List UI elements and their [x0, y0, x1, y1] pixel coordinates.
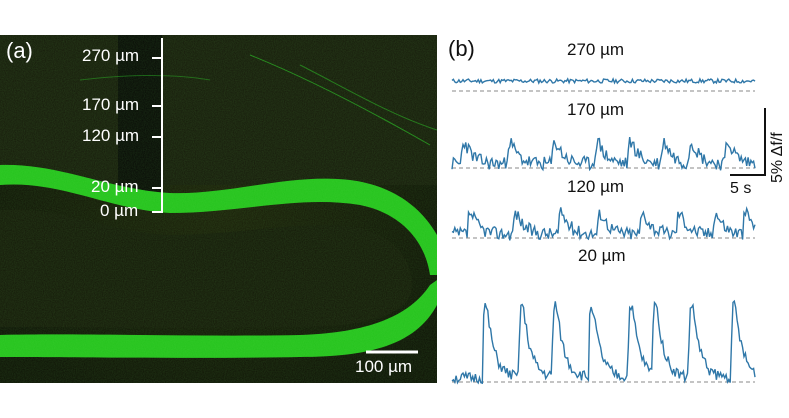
- trace-title-20: 20 µm: [578, 246, 626, 265]
- trace-title-120: 120 µm: [567, 177, 625, 196]
- calcium-trace: [451, 77, 756, 85]
- scale-y-label: 5% Δf/f: [769, 132, 786, 183]
- depth-label-20: 20 µm: [91, 177, 139, 196]
- trace-title-170: 170 µm: [567, 100, 625, 119]
- trace-scale-bar: [730, 108, 766, 176]
- depth-axis: [152, 57, 162, 189]
- depth-label-120: 120 µm: [82, 126, 140, 145]
- scale-x-label: 5 s: [730, 180, 752, 197]
- depth-label-270: 270 µm: [82, 46, 140, 65]
- trace-title-270: 270 µm: [567, 40, 625, 59]
- scale-bar-label: 100 µm: [355, 357, 413, 376]
- calcium-trace: [451, 299, 756, 385]
- depth-label-170: 170 µm: [82, 95, 140, 114]
- calcium-trace: [451, 137, 756, 172]
- calcium-trace: [451, 205, 756, 241]
- panel-b-label: (b): [448, 36, 475, 61]
- depth-label-0: 0 µm: [100, 201, 139, 220]
- microscopy-image: [0, 35, 437, 383]
- traces-panel: [451, 77, 756, 385]
- panel-a-label: (a): [6, 38, 33, 63]
